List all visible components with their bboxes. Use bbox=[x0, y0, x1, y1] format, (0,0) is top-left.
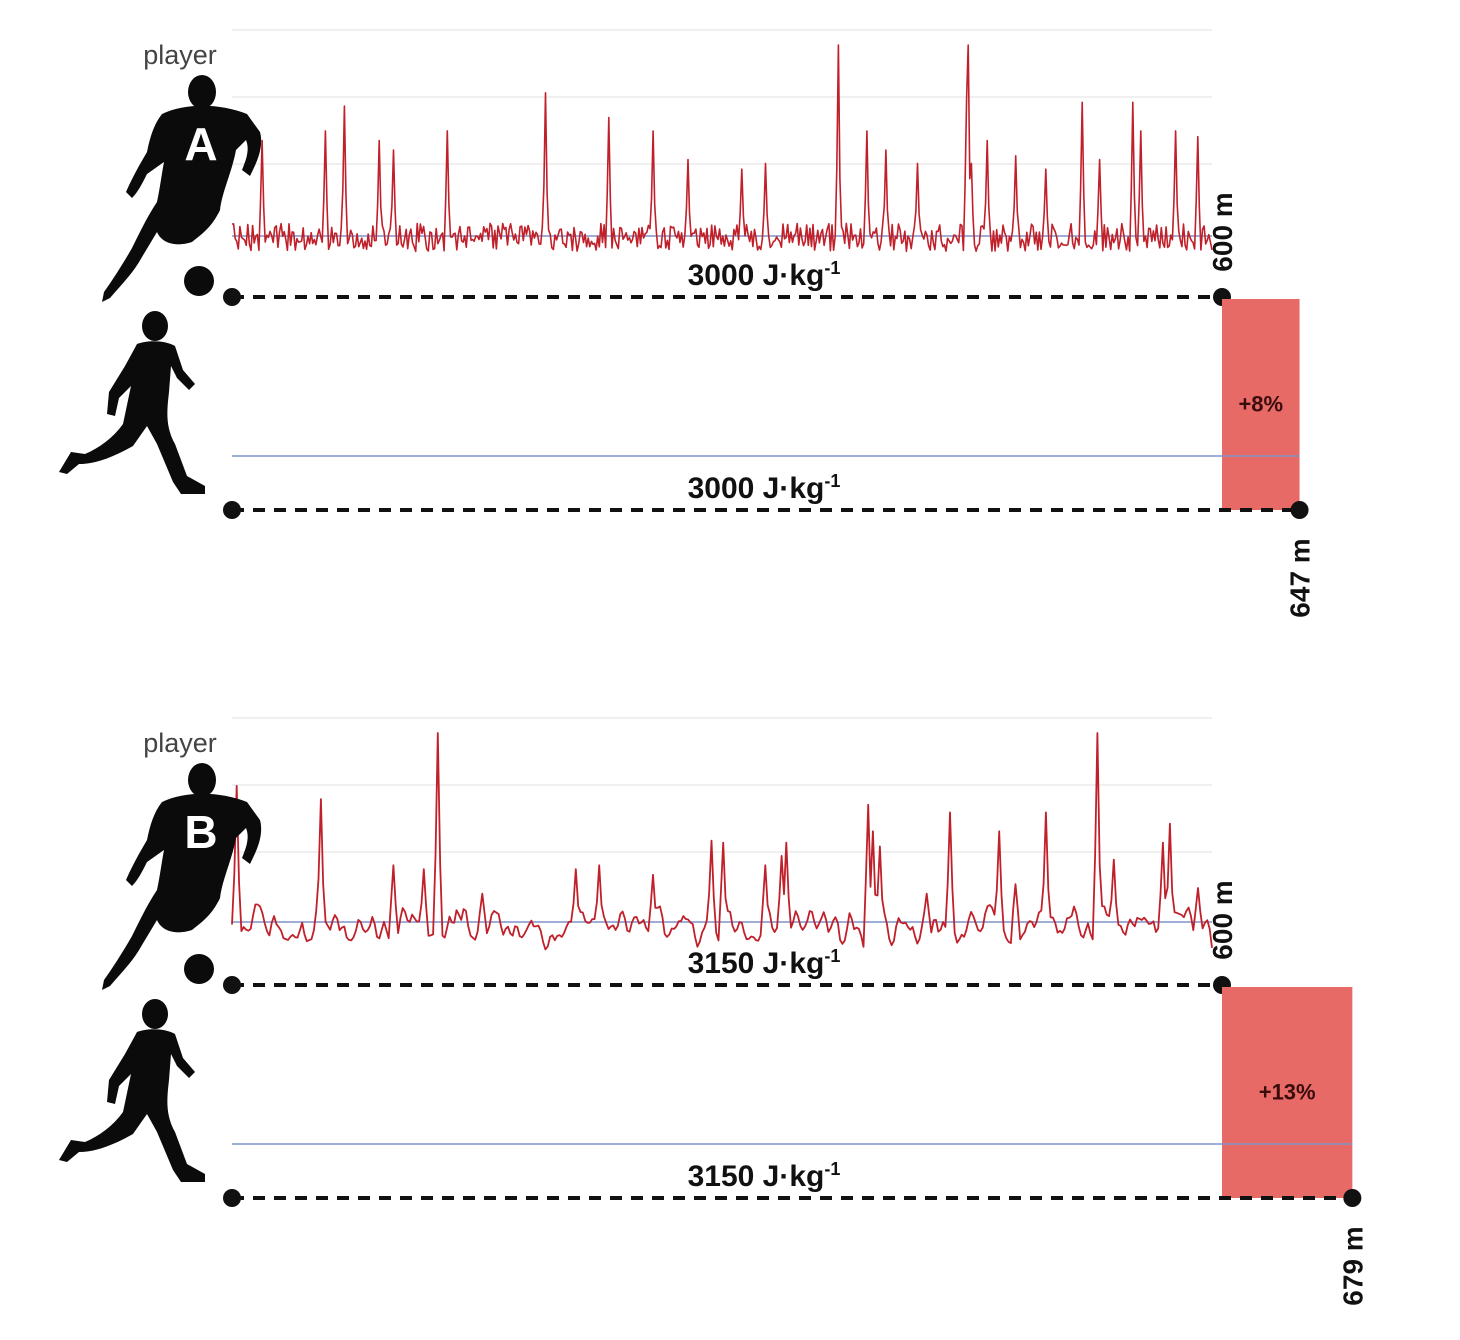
panel-player-a: player A 3000 J·kg-1 600 m +8% 3000 J·kg-1 647… bbox=[59, 29, 1316, 618]
soccer-ball-icon bbox=[184, 954, 214, 984]
soccer-energy-label: 3000 J·kg-1 bbox=[688, 258, 841, 292]
difference-label: +8% bbox=[1238, 392, 1283, 417]
line-start-dot bbox=[223, 501, 241, 519]
extra-distance-bar bbox=[1222, 987, 1353, 1198]
running-distance-label: 647 m bbox=[1285, 538, 1316, 617]
line-start-dot bbox=[223, 976, 241, 994]
line-start-dot bbox=[223, 288, 241, 306]
player-letter: A bbox=[184, 118, 217, 170]
runner-silhouette-icon bbox=[59, 311, 205, 494]
player-caption: player bbox=[143, 728, 217, 758]
runner-silhouette-icon bbox=[59, 999, 205, 1182]
soccer-energy-label: 3150 J·kg-1 bbox=[688, 946, 841, 980]
panel-player-b: player B 3150 J·kg-1 600 m +13% 3150 J·kg-1 67… bbox=[59, 717, 1368, 1306]
extra-distance-bar bbox=[1222, 299, 1300, 510]
running-distance-label: 679 m bbox=[1337, 1226, 1368, 1305]
running-energy-label: 3150 J·kg-1 bbox=[688, 1159, 841, 1193]
running-energy-label: 3000 J·kg-1 bbox=[688, 471, 841, 505]
energy-trace bbox=[231, 732, 1213, 951]
energy-trace bbox=[231, 44, 1213, 253]
line-end-dot bbox=[1290, 501, 1309, 519]
player-letter: B bbox=[184, 806, 217, 858]
soccer-ball-icon bbox=[184, 266, 214, 296]
player-caption: player bbox=[143, 40, 217, 70]
soccer-distance-label: 600 m bbox=[1207, 880, 1238, 959]
soccer-player-silhouette-icon bbox=[102, 75, 262, 302]
line-end-dot bbox=[1343, 1189, 1362, 1207]
line-start-dot bbox=[223, 1189, 241, 1207]
soccer-distance-label: 600 m bbox=[1207, 192, 1238, 271]
difference-label: +13% bbox=[1259, 1080, 1316, 1105]
